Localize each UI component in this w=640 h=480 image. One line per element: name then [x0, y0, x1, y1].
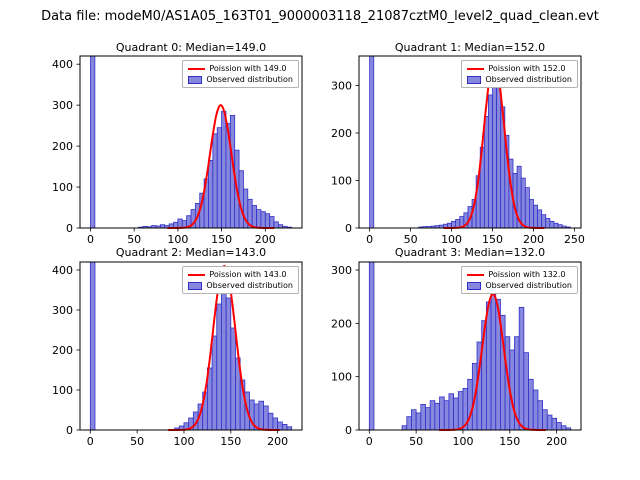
svg-text:100: 100 [452, 435, 473, 448]
quadrant-0-x-ticks: 0 50 100 150 200 [87, 228, 276, 246]
svg-text:100: 100 [173, 435, 194, 448]
quadrant-0-plot: 0 50 100 150 200 0 100 200 300 400 [52, 55, 303, 246]
svg-text:100: 100 [52, 384, 73, 397]
svg-text:200: 200 [331, 317, 352, 330]
svg-text:300: 300 [331, 79, 352, 92]
poisson-line-swatch [467, 67, 485, 70]
quadrant-3-y-ticks: 0 100 200 300 [331, 264, 359, 437]
quadrant-3-axes-frame [358, 261, 582, 431]
svg-text:400: 400 [52, 58, 73, 71]
svg-text:0: 0 [66, 222, 73, 235]
legend-label: Observed distribution [206, 75, 293, 84]
svg-text:200: 200 [52, 140, 73, 153]
svg-text:50: 50 [409, 435, 423, 448]
quadrant-0-axes-frame [79, 55, 303, 229]
figure-suptitle: Data file: modeM0/AS1A05_163T01_90000031… [41, 9, 599, 24]
svg-text:0: 0 [87, 233, 94, 246]
svg-text:50: 50 [130, 435, 144, 448]
svg-text:150: 150 [482, 233, 503, 246]
legend-quadrant-1: Poission with 152.0 Observed distributio… [461, 60, 578, 88]
observed-patch-swatch [188, 75, 203, 84]
svg-text:200: 200 [52, 344, 73, 357]
subplot-title-quadrant-0: Quadrant 0: Median=149.0 [115, 41, 267, 54]
quadrant-2-x-ticks: 0 50 100 150 200 [87, 430, 288, 448]
observed-patch-swatch [467, 75, 482, 84]
svg-text:200: 200 [267, 435, 288, 448]
poisson-line-swatch [188, 67, 206, 70]
svg-text:0: 0 [87, 435, 94, 448]
legend-quadrant-2: Poission with 143.0 Observed distributio… [182, 266, 299, 294]
svg-text:50: 50 [127, 233, 141, 246]
svg-text:0: 0 [366, 233, 373, 246]
quadrant-2-y-ticks: 0 100 200 300 400 [52, 264, 80, 437]
quadrant-1-y-ticks: 0 100 200 300 [331, 79, 359, 235]
legend-label: Poission with 149.0 [209, 64, 287, 73]
subplot-title-quadrant-1: Quadrant 1: Median=152.0 [394, 41, 546, 54]
svg-text:150: 150 [220, 435, 241, 448]
legend-item-poisson: Poission with 149.0 [188, 64, 293, 73]
quadrant-3-x-ticks: 0 50 100 150 200 [366, 430, 567, 448]
subplot-title-quadrant-2: Quadrant 2: Median=143.0 [115, 246, 267, 259]
svg-text:150: 150 [499, 435, 520, 448]
svg-text:100: 100 [167, 233, 188, 246]
poisson-line-swatch [188, 273, 206, 276]
observed-patch-swatch [188, 281, 203, 290]
quadrant-2-axes-frame [79, 261, 303, 431]
svg-text:300: 300 [52, 304, 73, 317]
svg-text:300: 300 [331, 264, 352, 277]
quadrant-0-y-ticks: 0 100 200 300 400 [52, 58, 80, 235]
legend-label: Observed distribution [485, 281, 572, 290]
legend-label: Poission with 132.0 [488, 270, 566, 279]
quadrant-3-plot: 0 50 100 150 200 0 100 200 300 [331, 261, 582, 448]
quadrant-2-plot: 0 50 100 150 200 0 100 200 300 400 [52, 261, 303, 448]
quadrant-1-axes-frame [358, 55, 582, 229]
legend-quadrant-0: Poission with 149.0 Observed distributio… [182, 60, 299, 88]
svg-text:100: 100 [52, 181, 73, 194]
quadrant-1-x-ticks: 0 50 100 150 200 250 [366, 228, 585, 246]
poisson-line-swatch [467, 273, 485, 276]
legend-item-observed: Observed distribution [467, 281, 572, 290]
legend-item-poisson: Poission with 152.0 [467, 64, 572, 73]
legend-item-poisson: Poission with 143.0 [188, 270, 293, 279]
observed-patch-swatch [467, 281, 482, 290]
svg-text:0: 0 [345, 222, 352, 235]
quadrant-1-plot: 0 50 100 150 200 250 0 100 200 300 [331, 55, 585, 246]
svg-text:0: 0 [345, 424, 352, 437]
svg-text:50: 50 [404, 233, 418, 246]
svg-text:300: 300 [52, 99, 73, 112]
svg-text:100: 100 [331, 371, 352, 384]
svg-text:150: 150 [211, 233, 232, 246]
svg-text:100: 100 [441, 233, 462, 246]
svg-text:200: 200 [523, 233, 544, 246]
legend-item-observed: Observed distribution [188, 281, 293, 290]
svg-text:200: 200 [546, 435, 567, 448]
svg-text:200: 200 [255, 233, 276, 246]
svg-text:100: 100 [331, 174, 352, 187]
svg-text:250: 250 [564, 233, 585, 246]
subplot-title-quadrant-3: Quadrant 3: Median=132.0 [394, 246, 546, 259]
legend-quadrant-3: Poission with 132.0 Observed distributio… [461, 266, 578, 294]
legend-item-poisson: Poission with 132.0 [467, 270, 572, 279]
legend-label: Poission with 152.0 [488, 64, 566, 73]
svg-text:0: 0 [66, 424, 73, 437]
legend-label: Observed distribution [206, 281, 293, 290]
legend-item-observed: Observed distribution [188, 75, 293, 84]
legend-label: Poission with 143.0 [209, 270, 287, 279]
legend-label: Observed distribution [485, 75, 572, 84]
svg-text:200: 200 [331, 127, 352, 140]
legend-item-observed: Observed distribution [467, 75, 572, 84]
svg-text:0: 0 [366, 435, 373, 448]
svg-text:400: 400 [52, 264, 73, 277]
